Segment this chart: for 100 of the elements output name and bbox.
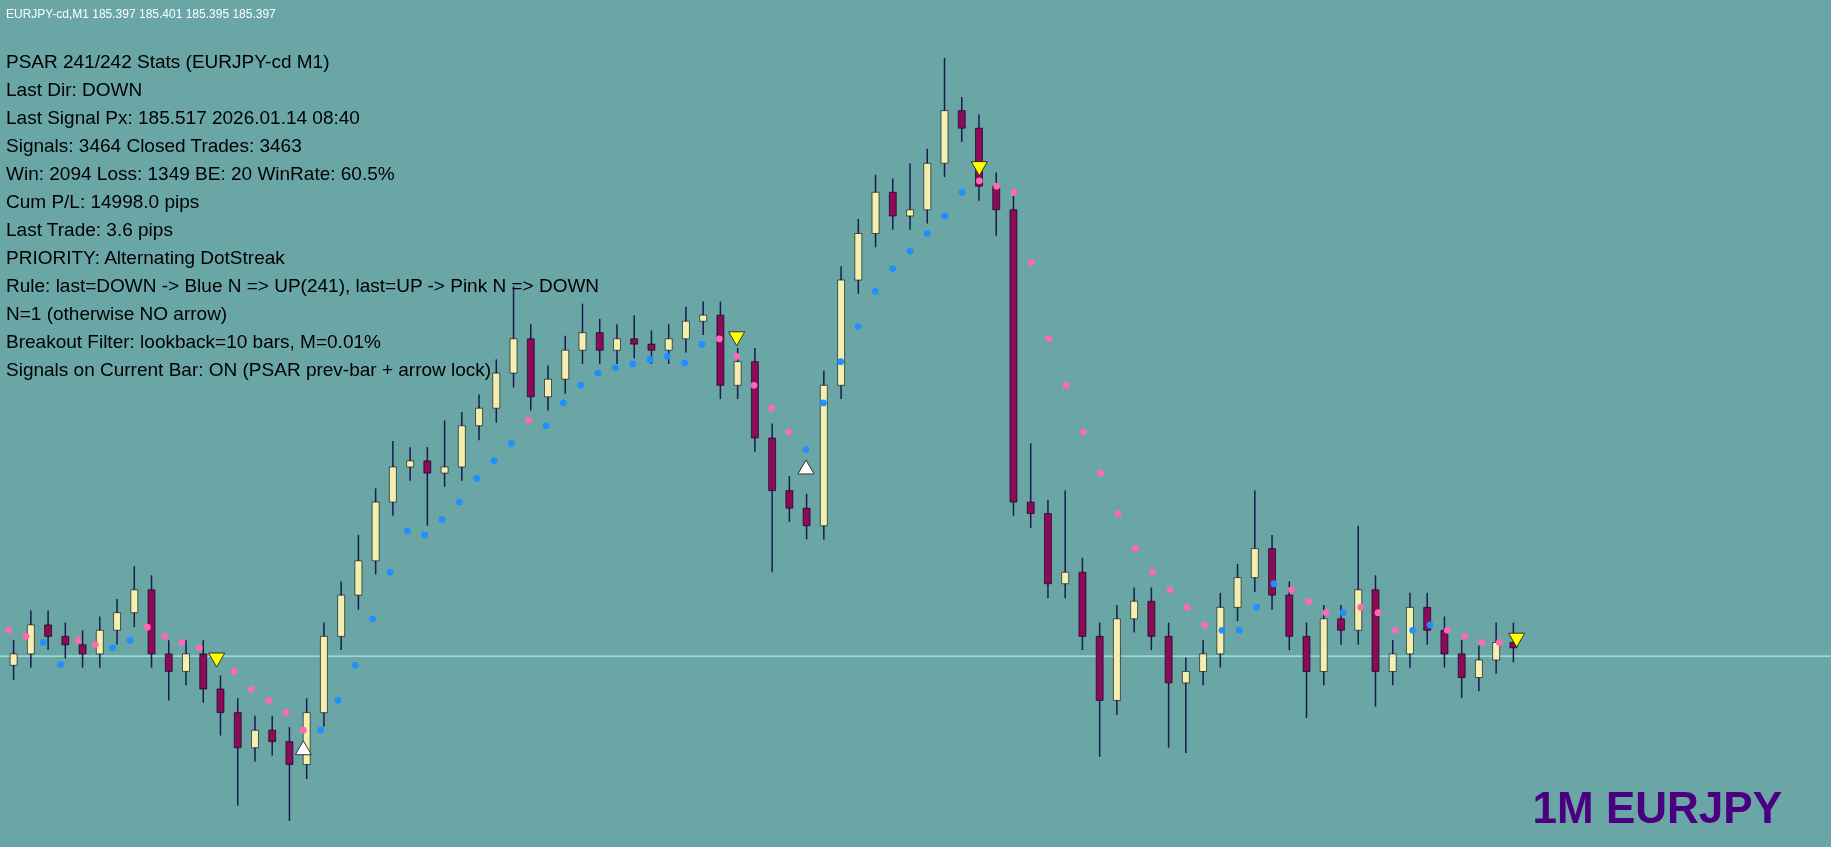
candlestick <box>1182 657 1190 754</box>
point <box>1391 626 1399 634</box>
chart-title: PSAR 241/242 Stats (EURJPY-cd M1) <box>6 51 330 72</box>
point <box>646 356 654 363</box>
candlestick <box>1251 490 1259 593</box>
point <box>750 381 758 389</box>
point <box>247 685 255 693</box>
point <box>1131 545 1139 552</box>
point <box>837 358 845 366</box>
point <box>733 352 741 360</box>
point <box>923 230 931 237</box>
point <box>1149 568 1157 576</box>
candlestick <box>268 715 276 756</box>
point <box>906 247 914 255</box>
point <box>1027 259 1035 266</box>
point <box>334 697 342 704</box>
point <box>1097 469 1105 477</box>
point <box>1253 604 1261 611</box>
text: EURJPY-cd,M1 185.397 185.401 185.395 185.397 <box>6 7 277 21</box>
point <box>975 177 983 185</box>
point <box>1079 428 1087 436</box>
point <box>1461 633 1469 640</box>
candlestick <box>164 640 173 701</box>
point <box>1045 335 1053 343</box>
point <box>802 446 810 453</box>
point <box>403 527 411 535</box>
point <box>785 428 793 436</box>
annotation: Breakout Filter: lookback=10 bars, M=0.01% <box>6 331 382 352</box>
point <box>317 726 325 734</box>
point <box>265 697 273 704</box>
point <box>681 359 689 367</box>
point <box>109 644 117 652</box>
annotation: PRIORITY: Alternating DotStreak <box>6 247 286 268</box>
point <box>871 288 879 295</box>
annotation: Signals on Current Bar: ON (PSAR prev-bar + arrow lock) <box>6 359 492 380</box>
annotation: Cum P/L: 14998.0 pips <box>6 191 200 212</box>
point <box>1305 597 1313 605</box>
annotation: Last Dir: DOWN <box>6 79 143 100</box>
point <box>195 644 203 652</box>
point <box>941 212 949 220</box>
point <box>594 369 602 377</box>
point <box>970 161 988 177</box>
point <box>507 439 515 447</box>
point <box>294 740 312 756</box>
candlestick <box>699 301 707 335</box>
point <box>1010 188 1018 196</box>
candlestick <box>613 324 621 364</box>
point <box>767 404 775 412</box>
point <box>663 352 671 360</box>
point <box>5 626 13 634</box>
point <box>386 568 394 576</box>
annotation: Win: 2094 Loss: 1349 BE: 20 WinRate: 60.5% <box>6 163 395 184</box>
point <box>889 265 897 272</box>
point <box>819 399 827 407</box>
point <box>958 188 966 196</box>
point <box>369 615 377 623</box>
point <box>208 652 226 668</box>
annotation: Rule: last=DOWN -> Blue N => UP(241), last=UP -> Pink N => DOWN <box>6 275 600 296</box>
point <box>1409 626 1417 634</box>
annotation: Signals: 3464 Closed Trades: 3463 <box>6 135 302 156</box>
point <box>559 399 567 407</box>
point <box>1426 621 1434 629</box>
point <box>438 516 446 523</box>
point <box>1322 609 1330 617</box>
point <box>629 360 637 368</box>
candlestick <box>906 163 914 230</box>
point <box>1339 609 1347 617</box>
point <box>473 475 481 482</box>
point <box>421 531 429 539</box>
point <box>1478 639 1486 646</box>
point <box>1508 632 1526 648</box>
point <box>1287 586 1295 594</box>
point <box>1495 639 1503 646</box>
point <box>1183 604 1191 611</box>
text: 1M EURJPY <box>1532 783 1782 832</box>
point <box>1357 604 1365 611</box>
point <box>1374 609 1382 617</box>
point <box>39 639 47 646</box>
point <box>728 331 746 347</box>
point <box>698 340 706 348</box>
point <box>126 636 134 644</box>
point <box>1201 621 1209 629</box>
point <box>1235 626 1243 634</box>
point <box>993 182 1001 190</box>
point <box>143 623 151 631</box>
point <box>490 457 498 465</box>
point <box>22 633 30 640</box>
annotation: Last Trade: 3.6 pips <box>6 219 173 240</box>
point <box>230 668 238 675</box>
point <box>455 498 463 506</box>
point <box>1114 510 1122 517</box>
point <box>299 726 307 734</box>
point <box>91 641 99 649</box>
point <box>611 364 619 372</box>
point <box>351 662 359 669</box>
point <box>1218 626 1226 634</box>
point <box>282 709 290 716</box>
annotation: Last Signal Px: 185.517 2026.01.14 08:40 <box>6 107 360 128</box>
point <box>1166 586 1174 594</box>
annotation: N=1 (otherwise NO arrow) <box>6 303 228 324</box>
